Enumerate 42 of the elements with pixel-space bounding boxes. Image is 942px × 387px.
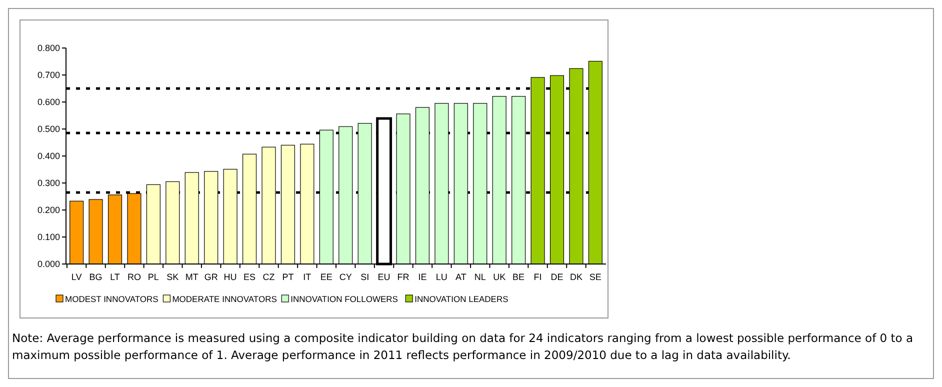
text: Note: Average performance is measured using a composite indicator building on data for 24 indicators ranging from a lowest possible performance of 0 to a maximum possible performance of 1. Average performance in 2011 reflects performance in 2009/2010 due to a lag in data availability. (12, 330, 914, 364)
y-tick-label: 0.400 (37, 151, 60, 162)
x-tick-label: EU (378, 272, 390, 282)
x-tick-label: LV (71, 272, 82, 282)
x-tick-label: DE (550, 272, 564, 282)
x-tick-label: DK (570, 272, 582, 282)
legend-label: MODERATE INNOVATORS (172, 294, 278, 304)
y-tick-label: 0.800 (37, 43, 60, 54)
legend-label: MODEST INNOVATORS (65, 294, 159, 304)
x-tick-label: UK (493, 272, 506, 282)
x-tick-label: LT (110, 272, 120, 282)
legend-label: INNOVATION LEADERS (414, 294, 509, 304)
x-tick-label: HU (224, 272, 237, 282)
x-tick-label: CZ (262, 272, 276, 282)
x-tick-label: BE (512, 272, 525, 282)
x-tick-label: EE (320, 272, 332, 282)
x-tick-label: IT (303, 272, 312, 282)
y-tick-label: 0.100 (37, 232, 60, 242)
x-tick-label: IE (418, 272, 427, 282)
y-tick-label: 0.700 (37, 70, 60, 80)
y-tick-label: 0.300 (37, 178, 60, 188)
x-tick-label: RO (127, 272, 141, 282)
x-tick-label: SE (589, 272, 602, 282)
x-tick-label: ES (244, 272, 256, 282)
x-tick-label: BG (89, 272, 102, 282)
x-tick-label: GR (204, 272, 218, 282)
x-tick-label: FI (534, 272, 542, 282)
y-tick-label: 0.200 (37, 205, 60, 216)
x-tick-label: MT (185, 272, 199, 282)
x-tick-label: CY (339, 272, 352, 282)
x-tick-label: SI (360, 272, 370, 282)
x-tick-label: PL (148, 272, 159, 282)
x-tick-label: FR (397, 272, 410, 282)
y-tick-label: 0.500 (37, 124, 60, 134)
x-tick-label: AT (455, 272, 467, 282)
y-tick-label: 0.600 (37, 97, 60, 108)
x-tick-label: NL (474, 272, 486, 282)
x-tick-label: LU (436, 272, 448, 282)
legend-label: INNOVATION FOLLOWERS (290, 294, 398, 304)
y-tick-label: 0.000 (37, 259, 60, 270)
x-tick-label: PT (282, 272, 294, 282)
x-tick-label: SK (166, 272, 179, 282)
